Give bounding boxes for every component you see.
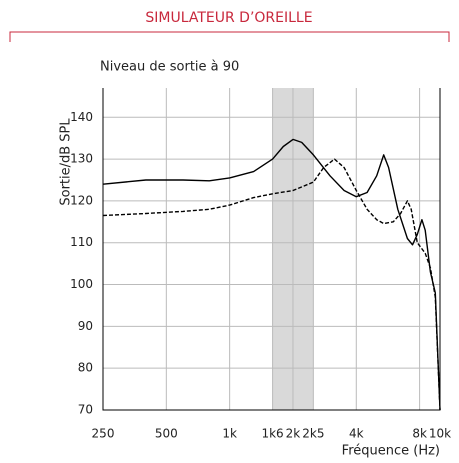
x-tick-label: 500 — [155, 427, 178, 441]
x-axis-label: Fréquence (Hz) — [342, 444, 440, 459]
y-tick-label: 90 — [78, 319, 93, 333]
y-tick-label: 80 — [78, 361, 93, 375]
axis — [102, 88, 441, 411]
y-tick-label: 110 — [70, 235, 93, 249]
y-axis-label: Sortie/dB SPL — [59, 118, 74, 206]
x-tick-label: 1k6 — [261, 427, 283, 441]
y-tick-label: 140 — [70, 110, 93, 124]
title-bracket — [9, 31, 450, 42]
series-line — [102, 158, 441, 411]
y-tick-label: 120 — [70, 193, 93, 207]
subtitle: Niveau de sortie à 90 — [100, 60, 239, 75]
y-tick-label: 100 — [70, 277, 93, 291]
x-tick-label: 8k — [412, 427, 427, 441]
x-tick-label: 2k — [286, 427, 301, 441]
x-tick-label: 2k5 — [302, 427, 324, 441]
x-tick-label: 10k — [429, 427, 451, 441]
y-tick-label: 70 — [78, 403, 93, 417]
chart-title: SIMULATEUR D’OREILLE — [145, 10, 312, 26]
y-tick-label: 130 — [70, 152, 93, 166]
x-tick-label: 250 — [92, 427, 115, 441]
x-tick-label: 1k — [222, 427, 237, 441]
series-line — [102, 138, 441, 411]
x-tick-label: 4k — [349, 427, 364, 441]
